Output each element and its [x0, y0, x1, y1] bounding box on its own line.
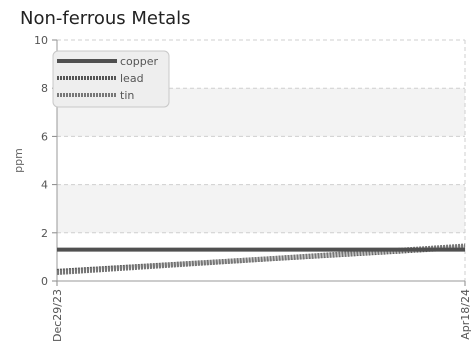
- legend: copper lead tin: [52, 50, 170, 108]
- x-tick-label: Apr18/24: [459, 289, 472, 340]
- series-lines: [56, 243, 466, 276]
- chart-title: Non-ferrous Metals: [20, 8, 191, 29]
- y-tick-label: 4: [41, 179, 48, 192]
- y-tick-label: 2: [41, 227, 48, 240]
- background-bands: [57, 88, 465, 233]
- legend-label-tin: tin: [120, 89, 134, 102]
- y-tick-label: 0: [41, 275, 48, 288]
- axes: 0 2 4 6 8 10 Dec29/23 Apr18/24 ppm: [12, 34, 472, 342]
- x-tick-label: Dec29/23: [51, 289, 64, 342]
- y-axis-label: ppm: [12, 148, 25, 173]
- legend-label-copper: copper: [120, 55, 159, 68]
- y-tick-label: 6: [41, 130, 48, 143]
- legend-label-lead: lead: [120, 72, 144, 85]
- y-tick-label: 8: [41, 82, 48, 95]
- y-tick-label: 10: [34, 34, 48, 47]
- background-band: [57, 184, 465, 233]
